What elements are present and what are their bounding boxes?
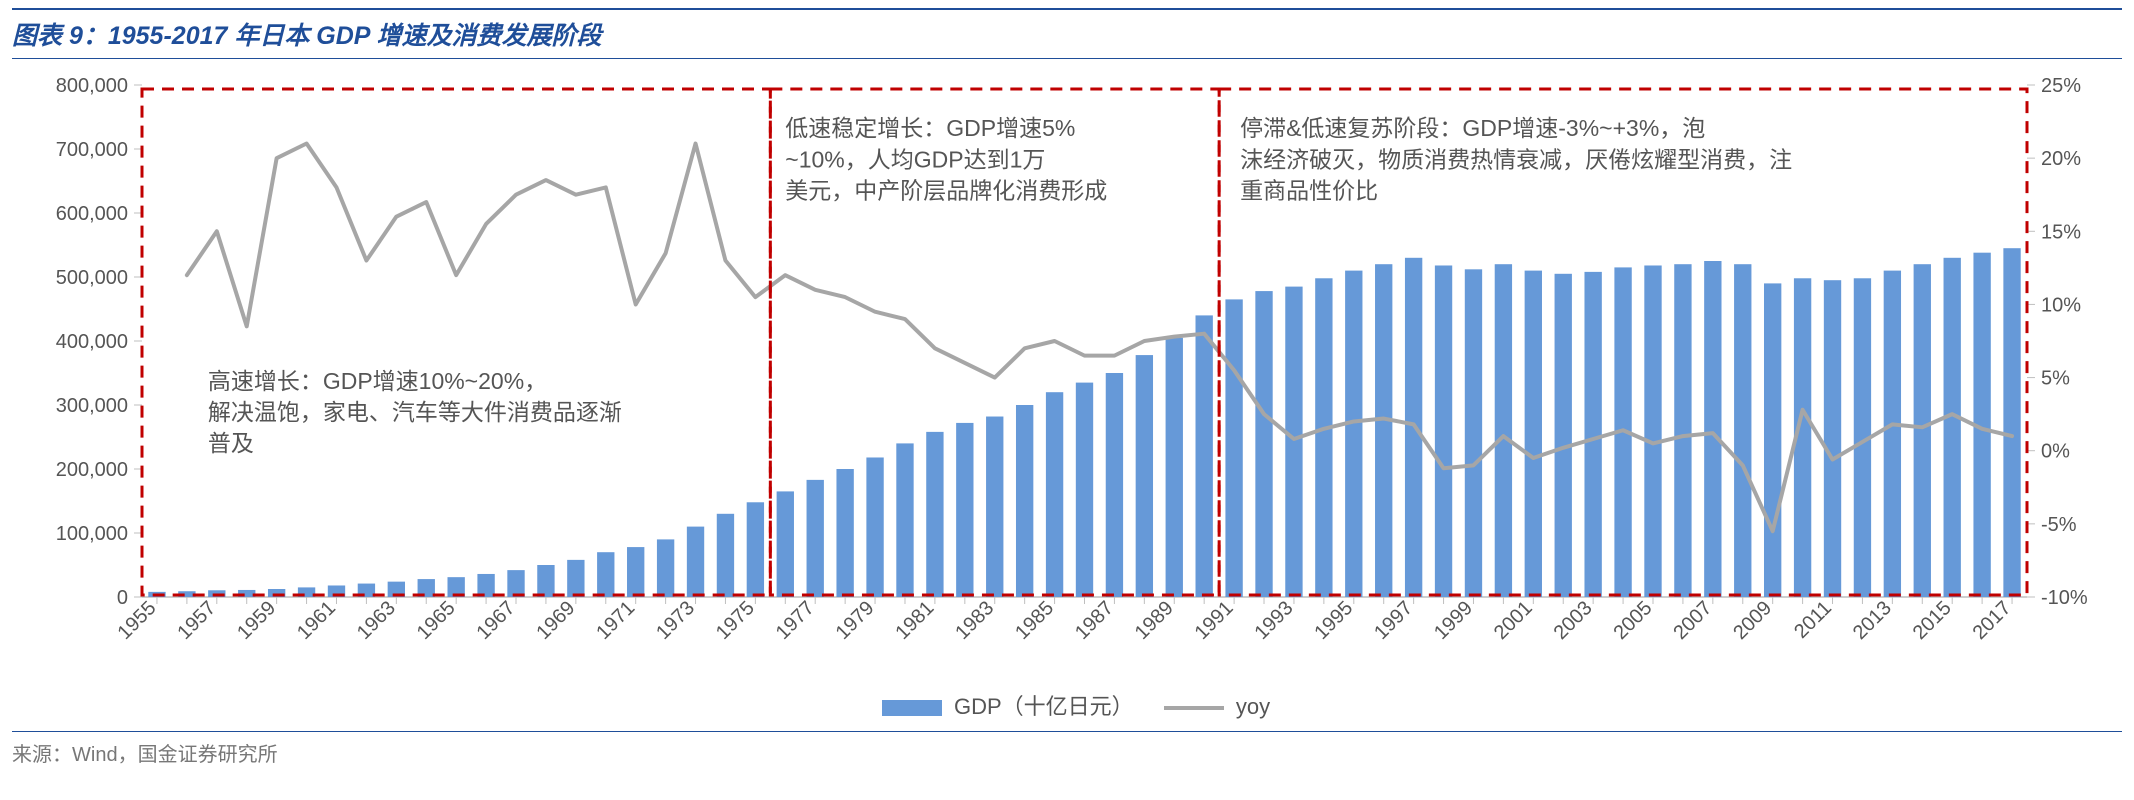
source-text: 来源：Wind，国金证券研究所: [12, 744, 278, 766]
svg-text:1987: 1987: [1071, 597, 1118, 644]
legend-bar-label: GDP（十亿日元）: [954, 694, 1134, 719]
svg-text:1973: 1973: [652, 597, 699, 644]
svg-text:1983: 1983: [951, 597, 998, 644]
svg-text:400,000: 400,000: [56, 331, 128, 353]
svg-text:1997: 1997: [1370, 597, 1417, 644]
svg-text:100,000: 100,000: [56, 523, 128, 545]
svg-text:1959: 1959: [233, 597, 280, 644]
svg-text:2017: 2017: [1969, 597, 2016, 644]
svg-text:1985: 1985: [1011, 597, 1058, 644]
svg-text:200,000: 200,000: [56, 459, 128, 481]
svg-text:0: 0: [117, 587, 128, 609]
svg-text:2009: 2009: [1729, 597, 1776, 644]
svg-text:2005: 2005: [1610, 597, 1657, 644]
svg-text:-10%: -10%: [2041, 587, 2088, 609]
svg-text:15%: 15%: [2041, 221, 2081, 243]
svg-text:1993: 1993: [1250, 597, 1297, 644]
svg-text:1967: 1967: [473, 597, 520, 644]
plot-area: 0 100,000 200,000 300,000 400,000 500,000 600,…: [27, 67, 2107, 687]
svg-text:2001: 2001: [1490, 597, 1537, 644]
svg-text:2007: 2007: [1669, 597, 1716, 644]
svg-text:1963: 1963: [353, 597, 400, 644]
svg-text:1995: 1995: [1310, 597, 1357, 644]
svg-text:10%: 10%: [2041, 294, 2081, 316]
svg-text:2003: 2003: [1550, 597, 1597, 644]
svg-text:低速稳定增长：GDP增速5%~10%，人均GDP达到1万美元: 低速稳定增长：GDP增速5%~10%，人均GDP达到1万美元，中产阶层品牌化消费…: [785, 115, 1107, 203]
svg-text:1991: 1991: [1191, 597, 1238, 644]
svg-text:500,000: 500,000: [56, 267, 128, 289]
svg-text:1981: 1981: [891, 597, 938, 644]
svg-text:2015: 2015: [1909, 597, 1956, 644]
svg-text:300,000: 300,000: [56, 395, 128, 417]
svg-text:0%: 0%: [2041, 441, 2070, 463]
svg-text:1999: 1999: [1430, 597, 1477, 644]
svg-text:700,000: 700,000: [56, 139, 128, 161]
svg-text:1979: 1979: [832, 597, 879, 644]
legend: GDP（十亿日元） yoy: [12, 689, 2122, 721]
svg-text:1977: 1977: [772, 597, 819, 644]
svg-text:2013: 2013: [1849, 597, 1896, 644]
svg-text:2011: 2011: [1790, 597, 1836, 643]
legend-line-label: yoy: [1236, 694, 1270, 719]
svg-text:1969: 1969: [532, 597, 579, 644]
source-line: 来源：Wind，国金证券研究所: [12, 731, 2122, 767]
svg-text:5%: 5%: [2041, 368, 2070, 390]
svg-text:25%: 25%: [2041, 75, 2081, 97]
svg-text:20%: 20%: [2041, 148, 2081, 170]
svg-text:停滞&低速复苏阶段：GDP增速-3%~+3%，泡沫经济破灭，: 停滞&低速复苏阶段：GDP增速-3%~+3%，泡沫经济破灭，物质消费热情衰减，厌…: [1240, 115, 1792, 203]
svg-text:1971: 1971: [592, 597, 639, 644]
svg-text:1989: 1989: [1131, 597, 1178, 644]
svg-text:1975: 1975: [712, 597, 759, 644]
legend-bar-swatch: [882, 700, 942, 716]
legend-line-swatch: [1164, 706, 1224, 710]
svg-text:高速增长：GDP增速10%~20%，解决温饱，家电、汽车等大: 高速增长：GDP增速10%~20%，解决温饱，家电、汽车等大件消费品逐渐普及: [208, 368, 622, 456]
svg-text:1957: 1957: [173, 597, 220, 644]
svg-text:1961: 1961: [293, 597, 340, 644]
svg-text:600,000: 600,000: [56, 203, 128, 225]
chart-svg: 0 100,000 200,000 300,000 400,000 500,000 600,…: [27, 67, 2107, 687]
chart-title: 图表 9：1955-2017 年日本 GDP 增速及消费发展阶段: [12, 22, 602, 50]
svg-text:1965: 1965: [413, 597, 460, 644]
svg-text:800,000: 800,000: [56, 75, 128, 97]
svg-text:-5%: -5%: [2041, 514, 2077, 536]
title-bar: 图表 9：1955-2017 年日本 GDP 增速及消费发展阶段: [12, 8, 2122, 59]
chart-container: 图表 9：1955-2017 年日本 GDP 增速及消费发展阶段 0 100,00…: [0, 0, 2134, 775]
